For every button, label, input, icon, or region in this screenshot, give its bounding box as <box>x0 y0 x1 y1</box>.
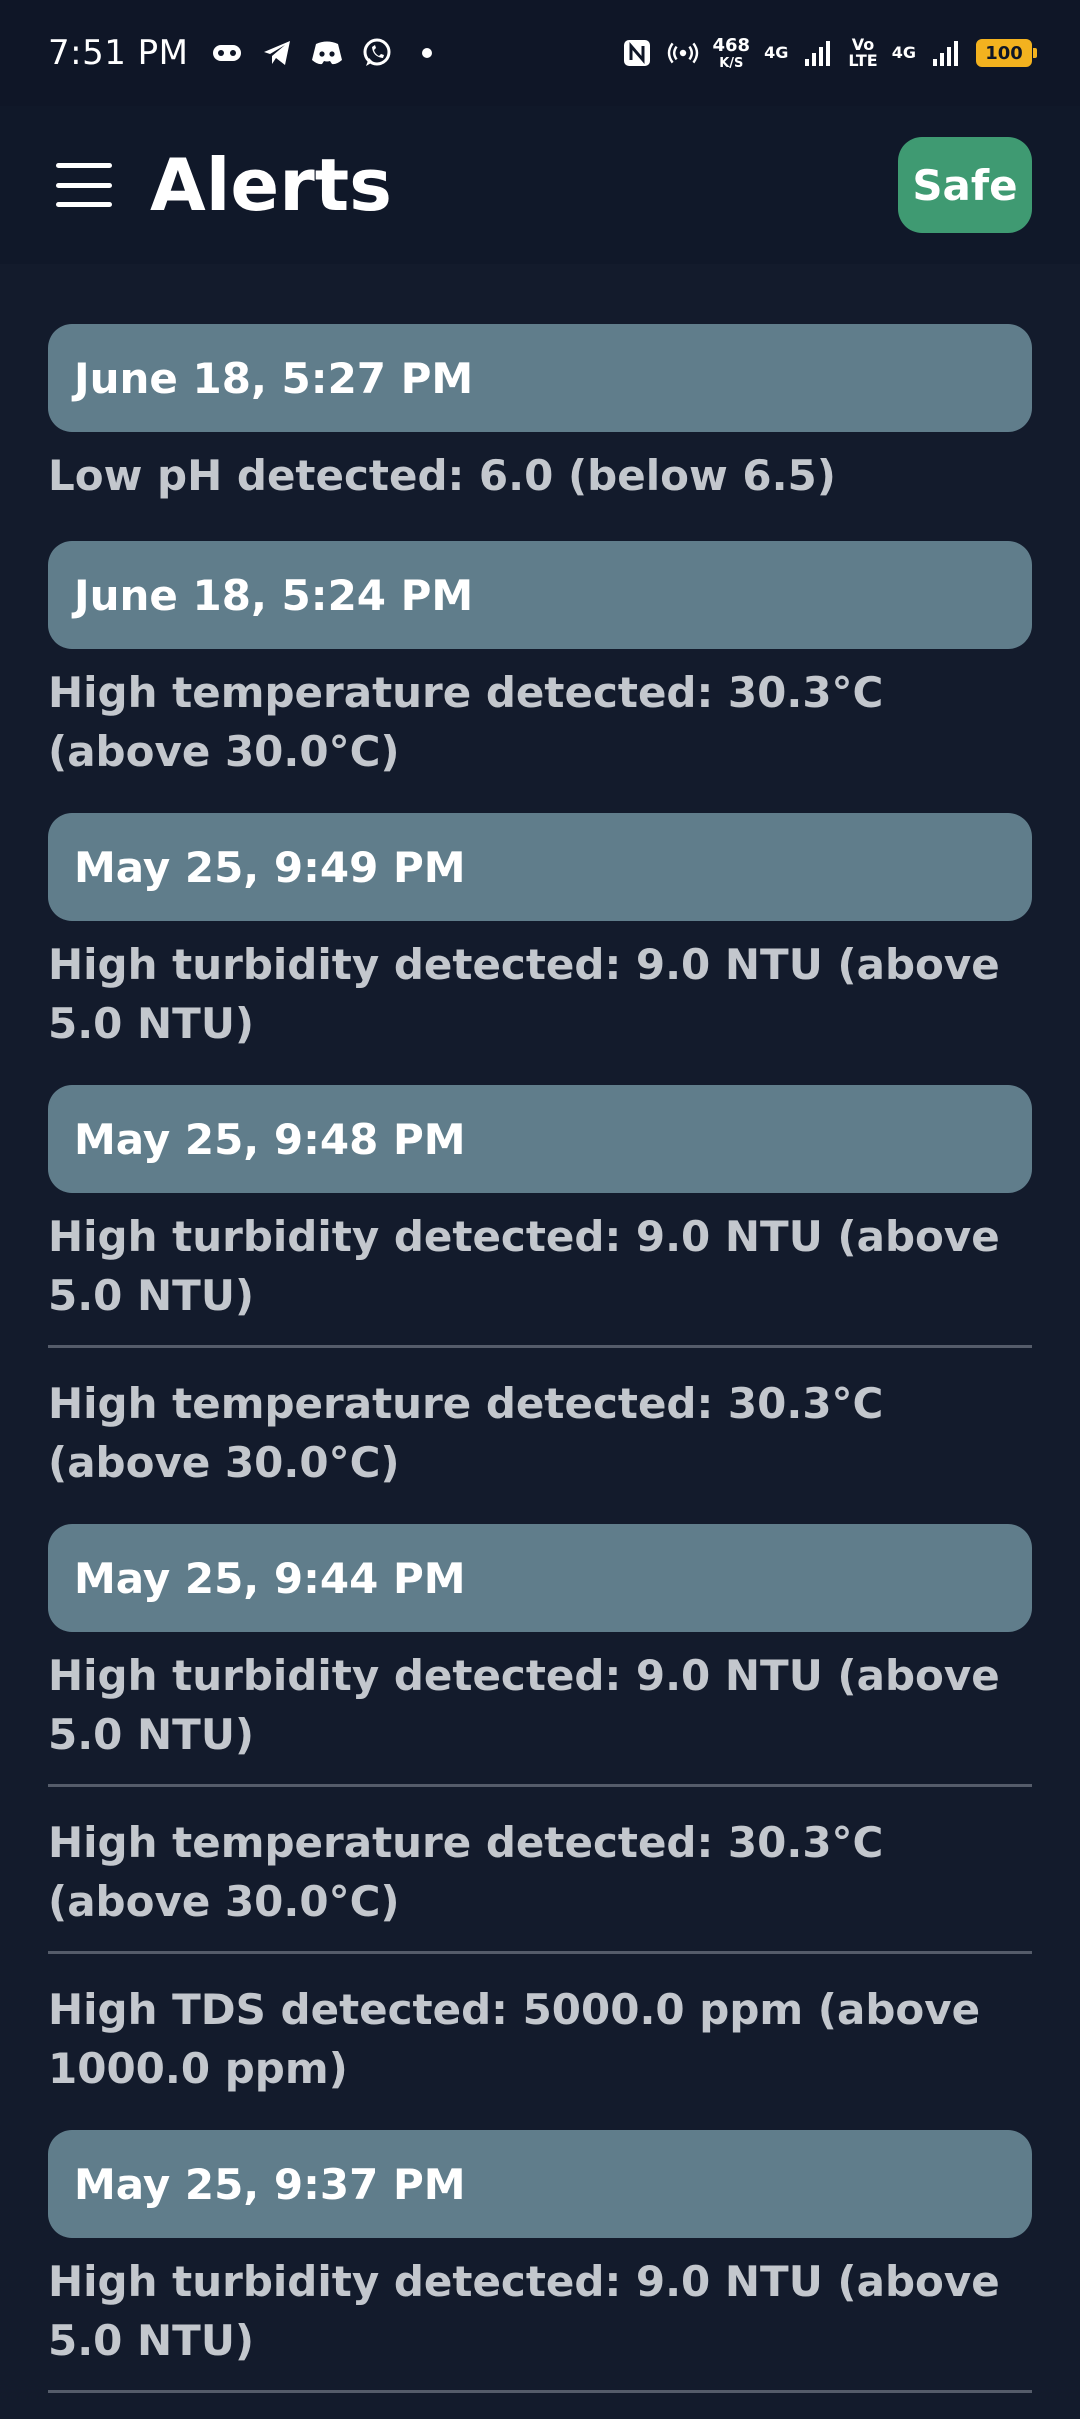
network-speed: 468 K/S <box>712 34 751 71</box>
discord-icon <box>311 37 343 69</box>
status-bar: 7:51 PM 468 K/S 4G <box>0 0 1080 106</box>
signal-icon-1 <box>802 37 834 69</box>
notification-icons <box>211 37 443 69</box>
alert-date-header: May 25, 9:48 PM <box>48 1085 1032 1193</box>
network-speed-unit: K/S <box>719 55 744 71</box>
divider <box>48 1345 1032 1348</box>
more-notifications-dot-icon <box>411 37 443 69</box>
telegram-icon <box>261 37 293 69</box>
volte-indicator: Vo LTE <box>848 37 877 69</box>
battery-icon: 100 <box>976 39 1037 67</box>
alert-message: High turbidity detected: 9.0 NTU (above … <box>48 940 1000 1048</box>
network-type-1: 4G <box>764 45 788 61</box>
hotspot-icon <box>667 37 699 69</box>
network-type-2: 4G <box>892 45 916 61</box>
whatsapp-icon <box>361 37 393 69</box>
system-icons: 468 K/S 4G Vo LTE 4G 100 <box>621 34 1037 71</box>
app-bar: Alerts Safe <box>0 106 1080 264</box>
volte-bottom: LTE <box>848 51 878 70</box>
alert-date-header: May 25, 9:44 PM <box>48 1524 1032 1632</box>
battery-level: 100 <box>985 42 1023 64</box>
divider <box>48 2390 1032 2393</box>
alert-date-header: May 25, 9:49 PM <box>48 813 1032 921</box>
alert-date-header: June 18, 5:27 PM <box>48 324 1032 432</box>
status-time: 7:51 PM <box>48 33 189 73</box>
alert-message: High turbidity detected: 9.0 NTU (above … <box>48 1651 1000 1759</box>
page-title: Alerts <box>150 143 393 227</box>
divider <box>48 1784 1032 1787</box>
divider <box>48 1951 1032 1954</box>
volte-top: Vo <box>851 35 875 54</box>
alert-date-header: May 25, 9:37 PM <box>48 2130 1032 2238</box>
status-badge[interactable]: Safe <box>898 137 1032 233</box>
network-type-2-label: 4G <box>891 43 916 62</box>
alert-message: High TDS detected: 5000.0 ppm (above 100… <box>48 1985 981 2093</box>
nfc-icon <box>621 37 653 69</box>
alert-message: High turbidity detected: 9.0 NTU (above … <box>48 1212 1000 1320</box>
signal-icon-2 <box>930 37 962 69</box>
alert-message: High temperature detected: 30.3°C (above… <box>48 668 884 776</box>
network-speed-value: 468 <box>712 34 751 56</box>
alert-message: Low pH detected: 6.0 (below 6.5) <box>48 451 836 500</box>
alert-date-header: June 18, 5:24 PM <box>48 541 1032 649</box>
alert-message: High temperature detected: 30.3°C (above… <box>48 1818 884 1926</box>
alert-message: High turbidity detected: 9.0 NTU (above … <box>48 2257 1000 2365</box>
gamepad-icon <box>211 37 243 69</box>
hamburger-menu-icon[interactable] <box>56 163 112 207</box>
alerts-list: June 18, 5:27 PM Low pH detected: 6.0 (b… <box>48 324 1032 2419</box>
alert-message: High temperature detected: 30.3°C (above… <box>48 1379 884 1487</box>
network-type-1-label: 4G <box>764 43 789 62</box>
